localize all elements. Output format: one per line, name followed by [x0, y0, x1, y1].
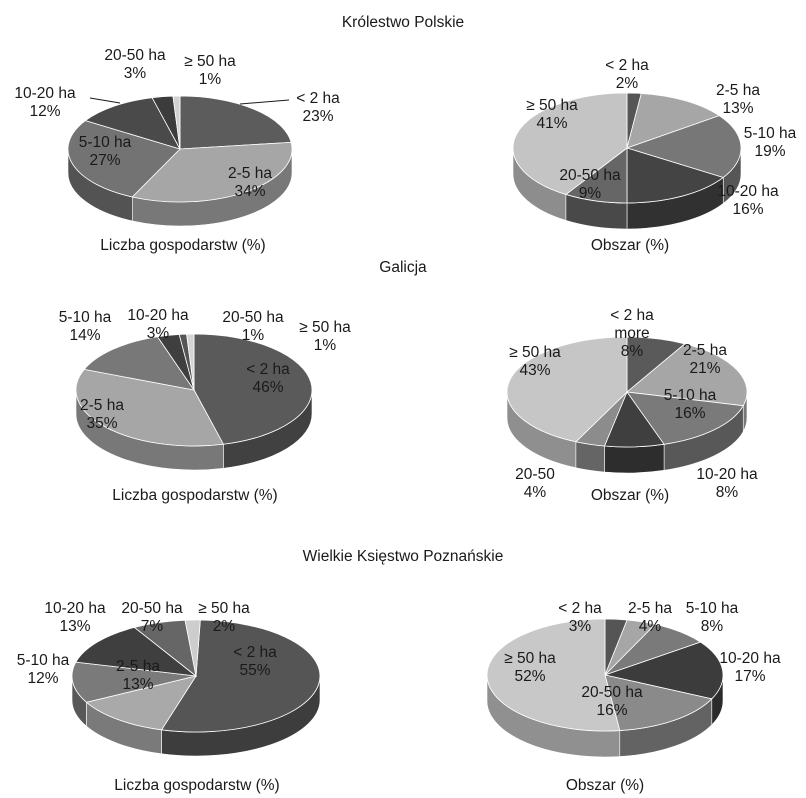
pie-5-label-2-5-ha: 2-5 ha 13%: [116, 658, 160, 693]
pie-4-label-5-10-ha: 5-10 ha 16%: [664, 387, 717, 422]
pie-chart-6: [486, 618, 724, 758]
pie-5-label-lt-2-ha: < 2 ha 55%: [233, 644, 277, 679]
pie-4-label-20-50-ha: 20-50 4%: [515, 466, 555, 501]
pie-6-title: Obszar (%): [566, 777, 644, 794]
pie-3-label-10-20-ha: 10-20 ha 3%: [127, 307, 189, 342]
leader-line-10-20: [89, 97, 121, 104]
pie-5-slice-2-5-ha: [85, 675, 197, 731]
pie-3-title: Liczba gospodarstw (%): [112, 487, 277, 504]
pie-4-slice-2-5-ha: [626, 343, 748, 407]
pie-chart-3: [75, 333, 313, 471]
pie-1-slice-5-10-ha: [67, 120, 181, 198]
pie-1-label-ge-50-ha: ≥ 50 ha 1%: [184, 53, 236, 88]
pie-4-side-10-20-ha: [604, 443, 665, 474]
pie-5-slice-ge-50-ha: [184, 619, 201, 677]
section-title-krolestwo: Królestwo Polskie: [342, 14, 464, 31]
pie-5-slice-10-20-ha: [75, 626, 198, 677]
pie-chart-1: [67, 95, 293, 227]
pie-3-slice-lt-2-ha: [193, 333, 313, 445]
pie-2-slice-2-5-ha: [626, 93, 721, 149]
pie-2-label-20-50-ha: 20-50 ha 9%: [559, 167, 621, 202]
pie-6-label-lt-2-ha: < 2 ha 3%: [558, 600, 602, 635]
pie-5-label-20-50-ha: 20-50 ha 7%: [121, 600, 183, 635]
pie-1-label-20-50-ha: 20-50 ha 3%: [104, 47, 166, 82]
pie-3-label-5-10-ha: 5-10 ha 14%: [59, 309, 112, 344]
pie-1-label-2-5-ha: 2-5 ha 34%: [228, 165, 272, 200]
pie-3-slice-ge-50-ha: [186, 333, 195, 391]
pie-1-slice-lt-2-ha: [179, 95, 292, 150]
pie-5-label-5-10-ha: 5-10 ha 12%: [17, 652, 70, 687]
pie-2-slice-10-20-ha: [626, 147, 725, 204]
pie-2-label-ge-50-ha: ≥ 50 ha 41%: [526, 97, 578, 132]
pie-4-label-lt-2-ha: < 2 ha more 8%: [610, 307, 654, 360]
text-layer: Królestwo Polskie Galicja Wielkie Księst…: [14, 14, 796, 794]
pie-5-slice-lt-2-ha: [160, 619, 321, 733]
pie-5-label-ge-50-ha: ≥ 50 ha 2%: [198, 600, 250, 635]
pie-2-label-lt-2-ha: < 2 ha 2%: [605, 57, 649, 92]
pie-1-slice-ge-50-ha: [172, 95, 181, 150]
pie-3-slice-2-5-ha: [75, 368, 224, 447]
pie-chart-2: [512, 92, 742, 230]
pie-chart-4: [506, 336, 748, 474]
pie-2-slice-5-10-ha: [625, 115, 742, 178]
pie-3-label-ge-50-ha: ≥ 50 ha 1%: [299, 319, 351, 354]
pie-2-label-10-20-ha: 10-20 ha 16%: [717, 183, 779, 218]
pie-3-label-2-5-ha: 2-5 ha 35%: [80, 397, 124, 432]
pie-2-label-5-10-ha: 5-10 ha 19%: [744, 125, 797, 160]
pie-6-slice-10-20-ha: [603, 641, 724, 700]
pie-3-label-20-50-ha: 20-50 ha 1%: [222, 309, 284, 344]
pie-4-label-2-5-ha: 2-5 ha 21%: [683, 342, 727, 377]
pie-6-label-2-5-ha: 2-5 ha 4%: [628, 600, 672, 635]
pie-3-label-lt-2-ha: < 2 ha 46%: [246, 361, 290, 396]
pie-chart-5: [71, 619, 321, 757]
pie-6-label-10-20-ha: 10-20 ha 17%: [719, 650, 781, 685]
pie-6-label-ge-50-ha: ≥ 50 ha 52%: [504, 650, 556, 685]
section-title-galicja: Galicja: [379, 259, 427, 276]
pie-4-slice-ge-50-ha: [506, 336, 628, 443]
charts-layer: [67, 92, 748, 758]
pie-1-slice-10-20-ha: [84, 97, 181, 150]
pie-1-title: Liczba gospodarstw (%): [100, 237, 265, 254]
pie-1-label-lt-2-ha: < 2 ha 23%: [296, 90, 340, 125]
pie-1-label-10-20-ha: 10-20 ha 12%: [14, 85, 76, 120]
pie-6-label-20-50-ha: 20-50 ha 16%: [581, 684, 643, 719]
pie-1-label-5-10-ha: 5-10 ha 27%: [79, 134, 132, 169]
pie-4-label-ge-50-ha: ≥ 50 ha 43%: [509, 344, 561, 379]
pie-5-slice-5-10-ha: [71, 661, 197, 703]
pie-5-title: Liczba gospodarstw (%): [114, 777, 279, 794]
pie-4-label-10-20-ha: 10-20 ha 8%: [696, 466, 758, 501]
pie-4-slice-5-10-ha: [626, 391, 744, 445]
pie-2-title: Obszar (%): [591, 237, 669, 254]
pie-5-label-10-20-ha: 10-20 ha 13%: [44, 600, 106, 635]
pie-4-side-20-50-ha: [575, 441, 605, 473]
pie-4-title: Obszar (%): [591, 487, 669, 504]
section-title-poznanskie: Wielkie Księstwo Poznańskie: [303, 548, 504, 565]
pie-2-label-2-5-ha: 2-5 ha 13%: [716, 82, 760, 117]
pie-6-slice-ge-50-ha: [486, 618, 621, 732]
pie-2-slice-ge-50-ha: [512, 92, 628, 195]
leader-line-lt2: [239, 99, 290, 105]
pie-6-slice-20-50-ha: [604, 674, 713, 731]
pie-6-label-5-10-ha: 5-10 ha 8%: [686, 600, 739, 635]
